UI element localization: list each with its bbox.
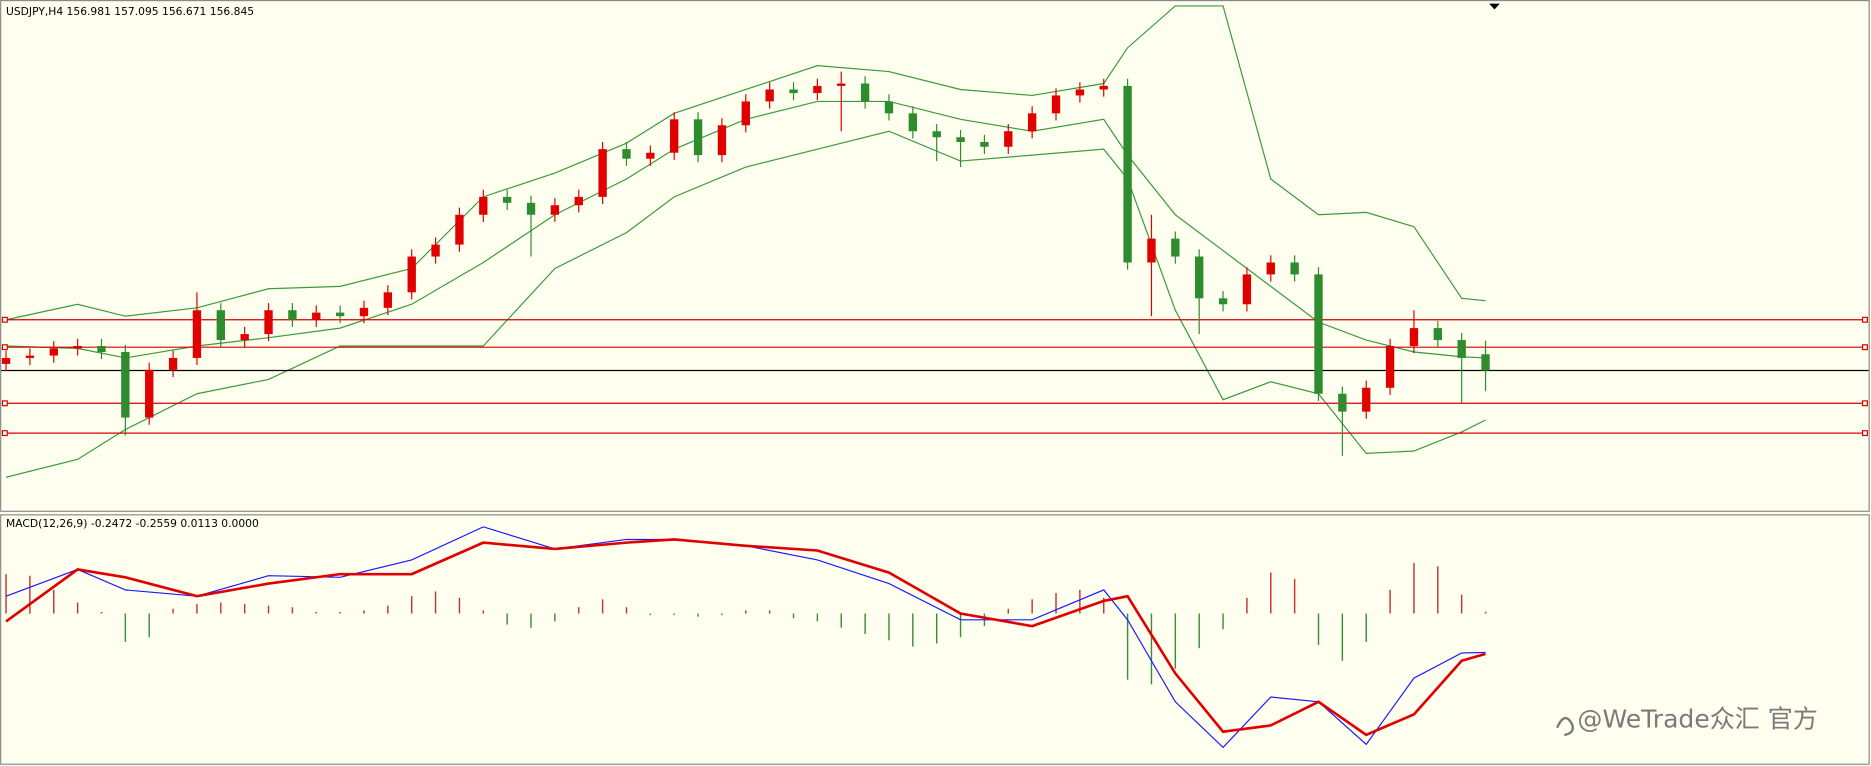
candle-body: [884, 101, 894, 114]
watermark-logo: [1556, 716, 1574, 737]
macd-line: [5, 526, 1486, 749]
candle-body: [1075, 89, 1085, 96]
candle-body: [1099, 85, 1108, 90]
candle-body: [359, 307, 369, 317]
candle-body: [1171, 238, 1180, 257]
candle-body: [192, 310, 202, 358]
candle-body: [97, 346, 106, 352]
candle-body: [956, 137, 965, 142]
candle-body: [550, 205, 560, 215]
level-handle: [1861, 400, 1868, 407]
candle-body: [1409, 328, 1419, 347]
candle-body: [717, 125, 727, 156]
candle-body: [813, 85, 822, 94]
candle-body: [1433, 328, 1442, 341]
candle-body: [25, 355, 35, 358]
level-handle: [1861, 344, 1868, 351]
candle-body: [1242, 274, 1252, 305]
candle-body: [980, 141, 989, 147]
candle-body: [741, 101, 750, 126]
candle-body: [216, 310, 225, 341]
chart-title: USDJPY,H4 156.981 157.095 156.671 156.84…: [6, 5, 254, 18]
candle-body: [335, 312, 345, 317]
candle-body: [1290, 262, 1299, 275]
candle-body: [646, 152, 655, 159]
bollinger-middle: [6, 100, 1486, 359]
candle-body: [908, 113, 918, 132]
level-handle: [1, 316, 8, 323]
candle-body: [1, 357, 11, 364]
candle-body: [264, 310, 273, 335]
level-handle: [1861, 430, 1868, 437]
macd-line: [5, 538, 1486, 737]
candle-body: [479, 196, 488, 215]
candle-body: [145, 369, 154, 418]
candle-body: [1385, 346, 1395, 388]
shift-marker: [1489, 3, 1500, 10]
candle-body: [1314, 274, 1323, 394]
candle-body: [383, 292, 393, 308]
bollinger-lower: [5, 130, 1486, 478]
candle-body: [288, 310, 297, 320]
candle-body: [1123, 85, 1132, 263]
candle-body: [455, 214, 464, 245]
candle-body: [837, 83, 846, 86]
macd-panel: [0, 514, 1870, 765]
candle-body: [168, 357, 178, 370]
candle-body: [1362, 387, 1371, 412]
candle-body: [1051, 95, 1061, 114]
bollinger-upper: [5, 5, 1486, 321]
candle-body: [1218, 298, 1228, 305]
candle-body: [1027, 113, 1037, 132]
candle-body: [765, 89, 774, 102]
candle-body: [431, 244, 440, 257]
candle-body: [502, 196, 512, 203]
candle-body: [1481, 354, 1490, 371]
level-handle: [1861, 316, 1868, 323]
candle-body: [789, 89, 798, 94]
candle-body: [1004, 131, 1013, 147]
macd-title: MACD(12,26,9) -0.2472 -0.2559 0.0113 0.0…: [6, 517, 259, 530]
level-handle: [1, 400, 8, 407]
candle-body: [860, 83, 870, 102]
candle-body: [1266, 262, 1275, 275]
candle-body: [1338, 393, 1347, 412]
candle-body: [932, 131, 941, 138]
candle-body: [574, 196, 583, 206]
candle-body: [1195, 256, 1204, 299]
candle-body: [1147, 238, 1156, 263]
candle-body: [49, 348, 58, 356]
candle-body: [240, 334, 249, 341]
candle-body: [598, 149, 607, 197]
watermark: @WeTrade众汇 官方: [1577, 705, 1817, 734]
candle-body: [526, 202, 536, 215]
candle-body: [670, 119, 679, 153]
candle-body: [693, 119, 703, 156]
candle-body: [73, 346, 82, 349]
candle-body: [121, 351, 130, 418]
candle-body: [312, 312, 321, 320]
candle-body: [407, 256, 416, 293]
level-handle: [1, 430, 8, 437]
candle-body: [1457, 340, 1466, 358]
level-handle: [1, 344, 8, 351]
price-panel: [0, 0, 1870, 512]
candle-body: [622, 149, 631, 159]
